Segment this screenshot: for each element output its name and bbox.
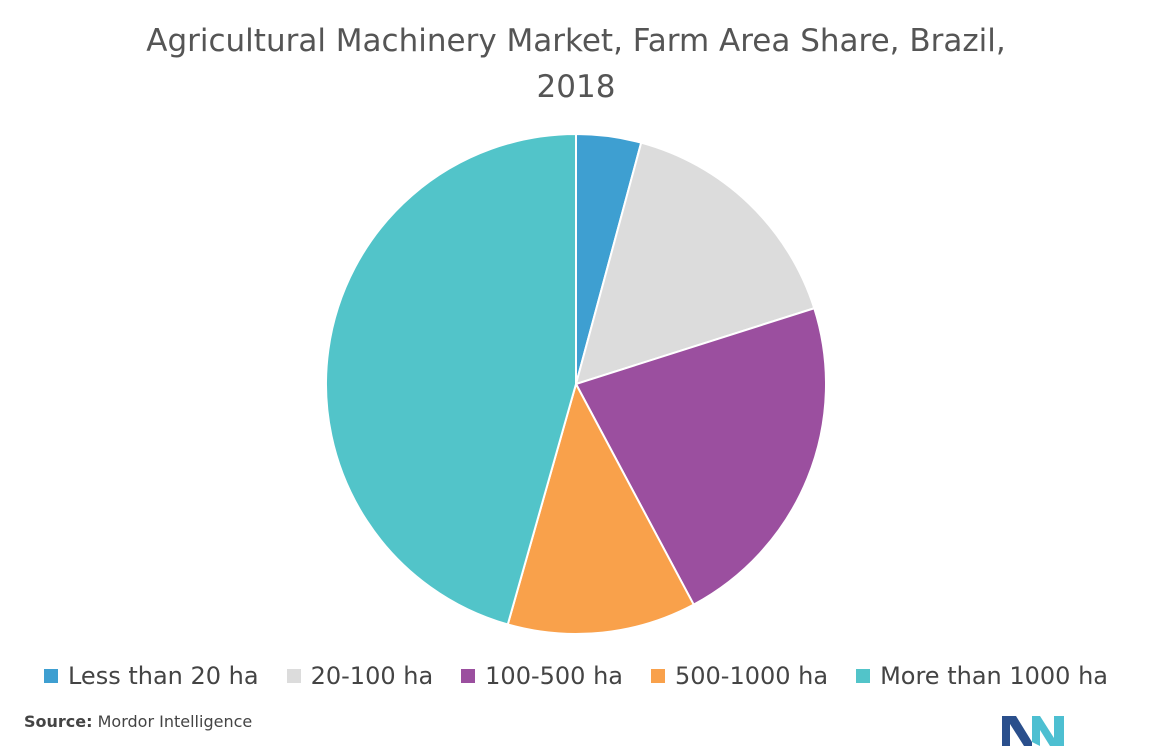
legend-swatch <box>461 669 476 683</box>
pie-slice <box>574 306 827 606</box>
legend-swatch <box>650 669 665 683</box>
legend: Less than 20 ha 20-100 ha 100-500 ha 500-10… <box>0 662 1152 690</box>
legend-label: 100-500 ha <box>485 662 623 690</box>
legend-label: More than 1000 ha <box>880 662 1108 690</box>
legend-item: 500-1000 ha <box>650 662 829 690</box>
legend-label: 20-100 ha <box>310 662 434 690</box>
chart <box>325 132 827 635</box>
legend-item: 100-500 ha <box>461 662 623 690</box>
legend-swatch <box>286 669 301 683</box>
legend-item: Less than 20 ha <box>43 662 259 690</box>
source-name: Mordor Intelligence <box>97 712 253 731</box>
legend-label: 500-1000 ha <box>674 662 829 690</box>
logo <box>1002 716 1064 746</box>
pie-slice <box>325 132 577 626</box>
pie-slice <box>574 141 816 386</box>
legend-swatch <box>43 669 58 683</box>
chart-title: Agricultural Machinery Market, Farm Area… <box>146 23 1006 105</box>
source: Source: Mordor Intelligence <box>24 712 252 731</box>
legend-swatch <box>856 669 871 683</box>
logo-shape <box>1032 716 1064 746</box>
pie-slice <box>506 381 696 635</box>
legend-item: More than 1000 ha <box>856 662 1108 690</box>
legend-label: Less than 20 ha <box>67 662 259 690</box>
legend-item: 20-100 ha <box>286 662 434 690</box>
source-label: Source: <box>24 712 93 731</box>
logo-shape <box>1002 716 1032 746</box>
